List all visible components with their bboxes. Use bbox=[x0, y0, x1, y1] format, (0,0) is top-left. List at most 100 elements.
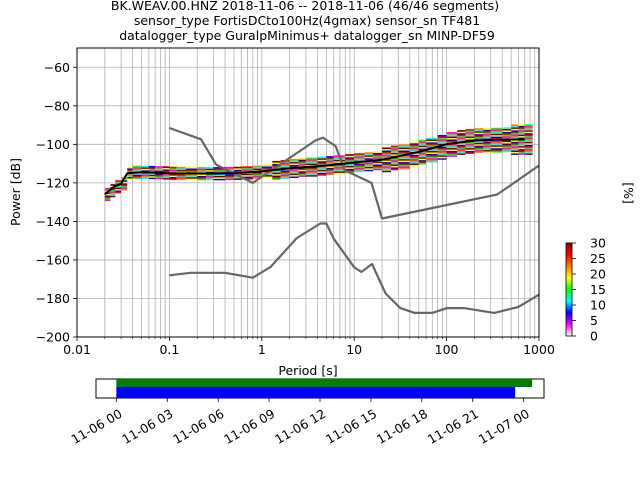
y-tick-label: −200 bbox=[36, 330, 70, 345]
heatmap-cell bbox=[518, 151, 525, 154]
heatmap-cell bbox=[474, 145, 484, 148]
heatmap-cell bbox=[345, 164, 355, 166]
heatmap-cell bbox=[326, 169, 334, 171]
heatmap-cell bbox=[474, 131, 484, 133]
heatmap-cell bbox=[437, 150, 447, 153]
heatmap-cell bbox=[110, 184, 116, 186]
heatmap-cell bbox=[121, 180, 128, 182]
title-line-2: sensor_type FortisDCto100Hz(4gmax) senso… bbox=[134, 13, 480, 28]
heatmap-cell bbox=[155, 170, 163, 173]
y-tick-label: −180 bbox=[36, 291, 70, 306]
heatmap-cell bbox=[426, 145, 438, 147]
heatmap-cell bbox=[524, 143, 533, 145]
heatmap-cell bbox=[115, 180, 122, 182]
heatmap-cell bbox=[104, 195, 111, 197]
heatmap-cell bbox=[127, 173, 133, 176]
heatmap-cell bbox=[110, 194, 116, 196]
heatmap-cell bbox=[241, 175, 253, 177]
heatmap-cell bbox=[185, 166, 198, 169]
heatmap-cell bbox=[502, 141, 512, 144]
heatmap-cell bbox=[490, 133, 503, 136]
heatmap-cell bbox=[155, 166, 163, 168]
heatmap-cell bbox=[511, 153, 519, 155]
heatmap-cell bbox=[132, 174, 142, 177]
heatmap-cell bbox=[326, 157, 334, 160]
heatmap-cell bbox=[446, 155, 458, 157]
heatmap-cell bbox=[524, 130, 533, 132]
heatmap-cell bbox=[382, 169, 391, 171]
heatmap-cell bbox=[148, 170, 156, 172]
heatmap-cell bbox=[518, 137, 525, 139]
heatmap-cell bbox=[490, 137, 503, 140]
heatmap-cell bbox=[446, 136, 458, 139]
heatmap-cell bbox=[333, 171, 346, 173]
heatmap-cell bbox=[524, 124, 533, 126]
heatmap-cell bbox=[446, 147, 458, 150]
heatmap-cell bbox=[426, 146, 438, 149]
heatmap-cell bbox=[437, 134, 447, 137]
heatmap-cell bbox=[518, 124, 525, 126]
heatmap-cell bbox=[176, 178, 186, 181]
heatmap-cell bbox=[390, 162, 399, 165]
coverage-tick-label: 11-06 18 bbox=[374, 406, 430, 447]
heatmap-cell bbox=[289, 160, 299, 163]
heatmap-cell bbox=[155, 176, 163, 178]
heatmap-cell bbox=[418, 155, 427, 158]
heatmap-cell bbox=[115, 185, 122, 188]
heatmap-cell bbox=[373, 155, 383, 158]
heatmap-cell bbox=[213, 168, 226, 171]
heatmap-cell bbox=[298, 173, 306, 176]
heatmap-cell bbox=[483, 129, 491, 132]
heatmap-cell bbox=[213, 177, 226, 179]
heatmap-cell bbox=[141, 175, 149, 178]
heatmap-cell bbox=[373, 152, 383, 155]
heatmap-cell bbox=[409, 159, 419, 161]
heatmap-cell bbox=[364, 156, 374, 159]
heatmap-cell bbox=[104, 187, 111, 190]
heatmap-cell bbox=[345, 170, 355, 172]
heatmap-cell bbox=[518, 134, 525, 137]
heatmap-cell bbox=[437, 143, 447, 146]
heatmap-cell bbox=[409, 148, 419, 151]
heatmap-cell bbox=[524, 140, 533, 142]
heatmap-cell bbox=[418, 159, 427, 162]
x-axis-ticks: 0.01 0.1 1 10 100 1000 bbox=[63, 337, 555, 357]
heatmap-cell bbox=[511, 131, 519, 134]
y-tick-label: −140 bbox=[36, 214, 70, 229]
heatmap-cell bbox=[426, 155, 438, 157]
heatmap-cell bbox=[298, 175, 306, 178]
heatmap-cell bbox=[511, 148, 519, 151]
heatmap-cell bbox=[148, 167, 156, 170]
heatmap-cell bbox=[121, 187, 128, 190]
heatmap-cell bbox=[483, 128, 491, 130]
heatmap-cell bbox=[305, 169, 318, 171]
heatmap-cell bbox=[426, 153, 438, 156]
heatmap-cell bbox=[280, 164, 290, 166]
heatmap-cell bbox=[511, 150, 519, 152]
colorbar-label: [%] bbox=[621, 182, 636, 204]
heatmap-cell bbox=[162, 177, 170, 180]
x-tick-label: 0.01 bbox=[63, 342, 91, 357]
heatmap-cell bbox=[418, 162, 427, 165]
heatmap-cell bbox=[474, 141, 484, 143]
heatmap-cell bbox=[465, 147, 475, 150]
heatmap-cell bbox=[483, 131, 491, 133]
heatmap-cell bbox=[326, 167, 334, 170]
heatmap-cell bbox=[185, 174, 198, 176]
heatmap-cell bbox=[490, 150, 503, 153]
heatmap-cell bbox=[490, 136, 503, 139]
heatmap-cell bbox=[233, 176, 242, 179]
heatmap-cell bbox=[437, 156, 447, 159]
heatmap-cell bbox=[241, 177, 253, 180]
heatmap-cell bbox=[465, 146, 475, 149]
heatmap-cell bbox=[524, 153, 533, 155]
heatmap-cell bbox=[409, 147, 419, 150]
heatmap-cell bbox=[364, 166, 374, 169]
colorbar-tick-label: 15 bbox=[590, 282, 606, 297]
heatmap-cell bbox=[457, 140, 466, 142]
heatmap-cell bbox=[373, 168, 383, 171]
noise-models bbox=[169, 126, 540, 314]
heatmap-cell bbox=[465, 134, 475, 137]
heatmap-cell bbox=[197, 174, 207, 176]
